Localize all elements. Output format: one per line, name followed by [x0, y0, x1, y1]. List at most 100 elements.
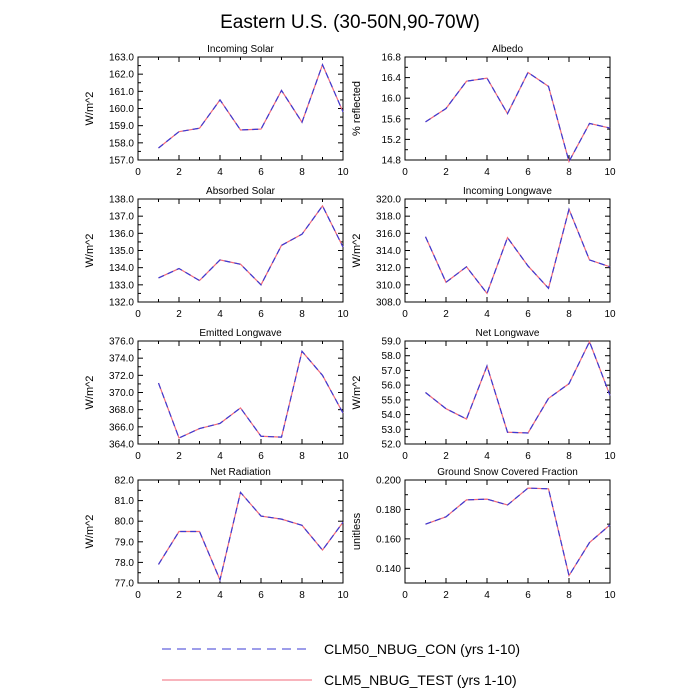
series-line-con: [157, 350, 344, 439]
x-tick-label: 4: [484, 167, 490, 178]
x-tick-label: 0: [135, 451, 141, 462]
y-tick-label: 366.0: [109, 422, 134, 433]
x-tick-label: 0: [402, 590, 408, 601]
panel-1: Albedo % reflected 14.8 15.2 15.6 16.0 16.4 16.…: [351, 44, 616, 178]
y-axis-label: W/m^2: [84, 515, 96, 549]
plot-frame: [404, 56, 611, 161]
x-tick-label: 6: [525, 309, 531, 320]
y-tick-label: 59.0: [382, 337, 402, 348]
panel-title: Incoming Solar: [207, 44, 274, 55]
y-tick-label: 15.2: [382, 135, 402, 146]
legend-label-test: CLM5_NBUG_TEST (yrs 1-10): [324, 672, 517, 688]
y-tick-label: 157.0: [109, 156, 134, 167]
x-tick-label: 10: [337, 309, 349, 320]
x-tick-label: 0: [135, 590, 141, 601]
x-tick-label: 4: [217, 167, 223, 178]
x-tick-label: 0: [402, 451, 408, 462]
x-tick-label: 4: [484, 451, 490, 462]
x-tick-label: 10: [604, 451, 616, 462]
x-tick-label: 6: [258, 451, 264, 462]
y-tick-label: 163.0: [109, 53, 134, 64]
plot-frame: [404, 479, 611, 584]
x-tick-label: 10: [337, 167, 349, 178]
y-tick-label: 374.0: [109, 354, 134, 365]
panel-2: Absorbed Solar W/m^2 132.0 133.0 134.0 135.0 1…: [84, 186, 349, 320]
x-tick-label: 6: [525, 451, 531, 462]
y-tick-label: 14.8: [382, 156, 402, 167]
y-tick-label: 82.0: [115, 476, 135, 487]
y-tick-label: 53.0: [382, 425, 402, 436]
y-tick-label: 134.0: [109, 263, 134, 274]
y-tick-label: 368.0: [109, 405, 134, 416]
panel-0: Incoming Solar W/m^2 157.0 158.0 159.0 160.0 1…: [84, 44, 349, 178]
x-tick-label: 0: [402, 167, 408, 178]
x-tick-label: 2: [443, 590, 449, 601]
x-tick-label: 2: [176, 167, 182, 178]
y-tick-label: 376.0: [109, 337, 134, 348]
series-line-test: [425, 487, 611, 578]
y-tick-label: 314.0: [376, 246, 401, 257]
y-tick-label: 318.0: [376, 212, 401, 223]
panel-title: Albedo: [492, 44, 524, 55]
x-tick-label: 6: [258, 167, 264, 178]
y-tick-label: 310.0: [376, 280, 401, 291]
x-tick-label: 8: [299, 167, 305, 178]
panel-title: Net Longwave: [476, 328, 540, 339]
x-tick-label: 8: [566, 590, 572, 601]
series-line-con: [425, 71, 611, 164]
x-tick-label: 0: [402, 309, 408, 320]
x-tick-label: 8: [566, 451, 572, 462]
y-tick-label: 136.0: [109, 229, 134, 240]
legend-label-con: CLM50_NBUG_CON (yrs 1-10): [324, 641, 520, 657]
x-tick-label: 8: [299, 309, 305, 320]
y-tick-label: 0.140: [376, 564, 401, 575]
panel-title: Emitted Longwave: [199, 328, 282, 339]
y-tick-label: 54.0: [382, 410, 402, 421]
series-line-test: [157, 491, 344, 582]
plot-frame: [137, 340, 344, 445]
panel-title: Ground Snow Covered Fraction: [437, 467, 578, 478]
y-tick-label: 58.0: [382, 351, 402, 362]
x-tick-label: 2: [443, 309, 449, 320]
y-tick-label: 16.0: [382, 94, 402, 105]
y-tick-label: 320.0: [376, 195, 401, 206]
plot-frame: [404, 340, 611, 445]
y-tick-label: 81.0: [115, 496, 135, 507]
y-axis-label: % reflected: [351, 81, 363, 136]
y-tick-label: 16.8: [382, 53, 402, 64]
series-line-test: [425, 71, 611, 164]
y-tick-label: 0.180: [376, 505, 401, 516]
y-axis-label: W/m^2: [84, 376, 96, 410]
panel-6: Net RadiationW/m^277.078.079.080.081.082…: [84, 467, 349, 601]
y-tick-label: 15.6: [382, 114, 402, 125]
panel-4: Emitted Longwave W/m^2 364.0 366.0 368.0 370.…: [84, 328, 349, 462]
y-tick-label: 0.160: [376, 534, 401, 545]
y-tick-label: 77.0: [115, 579, 135, 590]
x-tick-label: 0: [135, 167, 141, 178]
plot-frame: [137, 56, 344, 161]
series-line-con: [424, 207, 611, 295]
y-tick-label: 79.0: [115, 537, 135, 548]
series-line-con: [158, 204, 344, 286]
y-tick-label: 316.0: [376, 229, 401, 240]
x-tick-label: 8: [299, 451, 305, 462]
y-tick-label: 133.0: [109, 280, 134, 291]
y-axis-label: W/m^2: [84, 234, 96, 268]
y-tick-label: 16.4: [382, 73, 402, 84]
series-line-con: [425, 340, 611, 434]
y-tick-label: 57.0: [382, 366, 402, 377]
legend: CLM50_NBUG_CON (yrs 1-10) CLM5_NBUG_TEST…: [162, 641, 520, 688]
x-tick-label: 2: [176, 309, 182, 320]
y-tick-label: 159.0: [109, 121, 134, 132]
y-tick-label: 132.0: [109, 298, 134, 309]
x-tick-label: 6: [525, 167, 531, 178]
y-axis-label: W/m^2: [351, 376, 363, 410]
x-tick-label: 8: [299, 590, 305, 601]
y-tick-label: 78.0: [115, 558, 135, 569]
y-tick-label: 80.0: [115, 517, 135, 528]
x-tick-label: 2: [443, 167, 449, 178]
x-tick-label: 4: [217, 590, 223, 601]
y-tick-label: 137.0: [109, 212, 134, 223]
x-tick-label: 6: [258, 590, 264, 601]
